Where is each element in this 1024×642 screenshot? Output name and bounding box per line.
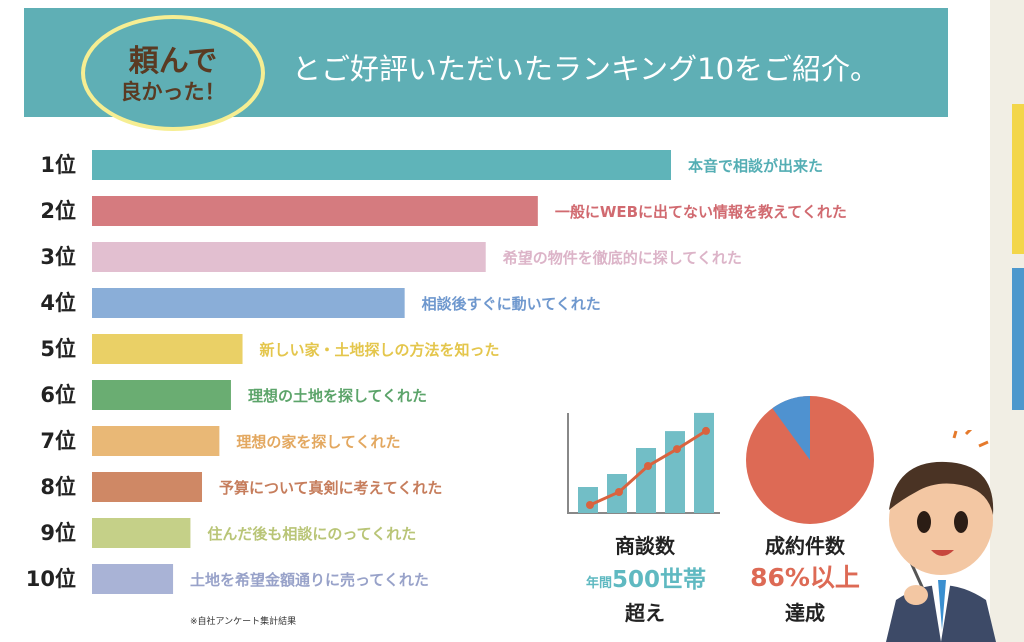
meetings-title: 商談数 — [615, 534, 675, 558]
bar — [92, 196, 538, 226]
bar — [92, 380, 231, 410]
page-title: とご好評いただいたランキング10をご紹介。 — [292, 52, 880, 86]
bar-label: 本音で相談が出来た — [688, 157, 823, 175]
growth-chart-illustration — [567, 412, 720, 514]
mini-bar — [636, 448, 656, 513]
bar — [92, 150, 671, 180]
side-accent-yellow — [1012, 104, 1024, 254]
mini-bar — [578, 487, 598, 513]
header-banner: 頼んで 良かった！ とご好評いただいたランキング10をご紹介。 — [24, 8, 948, 131]
bar-label: 住んだ後も相談にのってくれた — [207, 525, 416, 543]
bar — [92, 564, 174, 594]
mini-trend-point — [702, 426, 710, 435]
contracts-suffix: 達成 — [785, 601, 825, 625]
mini-trend-point — [644, 462, 652, 470]
bar-label: 新しい家・土地探しの方法を知った — [260, 341, 500, 359]
rank-label: 6位 — [40, 383, 76, 407]
rank-label: 5位 — [40, 337, 76, 361]
mini-trend-point — [673, 445, 681, 454]
bar — [92, 334, 243, 364]
mini-trend-point — [615, 488, 623, 496]
mini-bar — [694, 412, 714, 513]
bar-label: 予算について真剣に考えてくれた — [219, 479, 442, 497]
bar-label: 理想の土地を探してくれた — [248, 387, 427, 405]
rank-label: 4位 — [40, 291, 76, 315]
pie-slice-other — [772, 396, 810, 460]
bar — [92, 288, 405, 318]
ranking-bar-chart: 1位 本音で相談が出来た 2位 一般にWEBに出てない情報を教えてくれた 3位 希望の物件… — [26, 150, 847, 594]
mini-trend-point — [586, 501, 594, 509]
rank-label: 2位 — [40, 199, 76, 223]
badge: 頼んで 良かった！ — [80, 14, 266, 132]
contracts-title: 成約件数 — [765, 534, 845, 558]
bar-label: 一般にWEBに出てない情報を教えてくれた — [555, 203, 847, 221]
rank-label: 8位 — [40, 475, 76, 499]
bar — [92, 426, 220, 456]
footnote: ※自社アンケート集計結果 — [190, 617, 297, 627]
badge-line2: 良かった！ — [120, 80, 226, 104]
contracts-value: 86%以上 — [750, 563, 860, 592]
side-accent-blue — [1012, 268, 1024, 410]
rank-label: 10位 — [26, 567, 76, 591]
presenter-character-illustration — [886, 430, 996, 642]
rank-label: 7位 — [40, 429, 76, 453]
contract-rate-pie — [746, 396, 874, 524]
bar — [92, 518, 191, 548]
bar-label: 相談後すぐに動いてくれた — [422, 295, 601, 313]
meetings-value: 年間500世帯 — [566, 560, 726, 594]
bar-label: 土地を希望金額通りに売ってくれた — [190, 571, 429, 589]
rank-label: 1位 — [40, 153, 76, 177]
bar — [92, 242, 486, 272]
mini-bar — [665, 431, 685, 513]
meetings-number: 500世帯 — [612, 567, 707, 593]
badge-line1: 頼んで — [128, 44, 218, 79]
rank-label: 9位 — [40, 521, 76, 545]
rank-label: 3位 — [40, 245, 76, 269]
bar-label: 理想の家を探してくれた — [236, 433, 400, 451]
badge-circle — [81, 15, 265, 131]
bar-label: 希望の物件を徹底的に探してくれた — [503, 249, 742, 267]
meetings-prefix: 年間 — [585, 576, 612, 591]
meetings-suffix: 超え — [625, 601, 665, 625]
bar — [92, 472, 203, 502]
